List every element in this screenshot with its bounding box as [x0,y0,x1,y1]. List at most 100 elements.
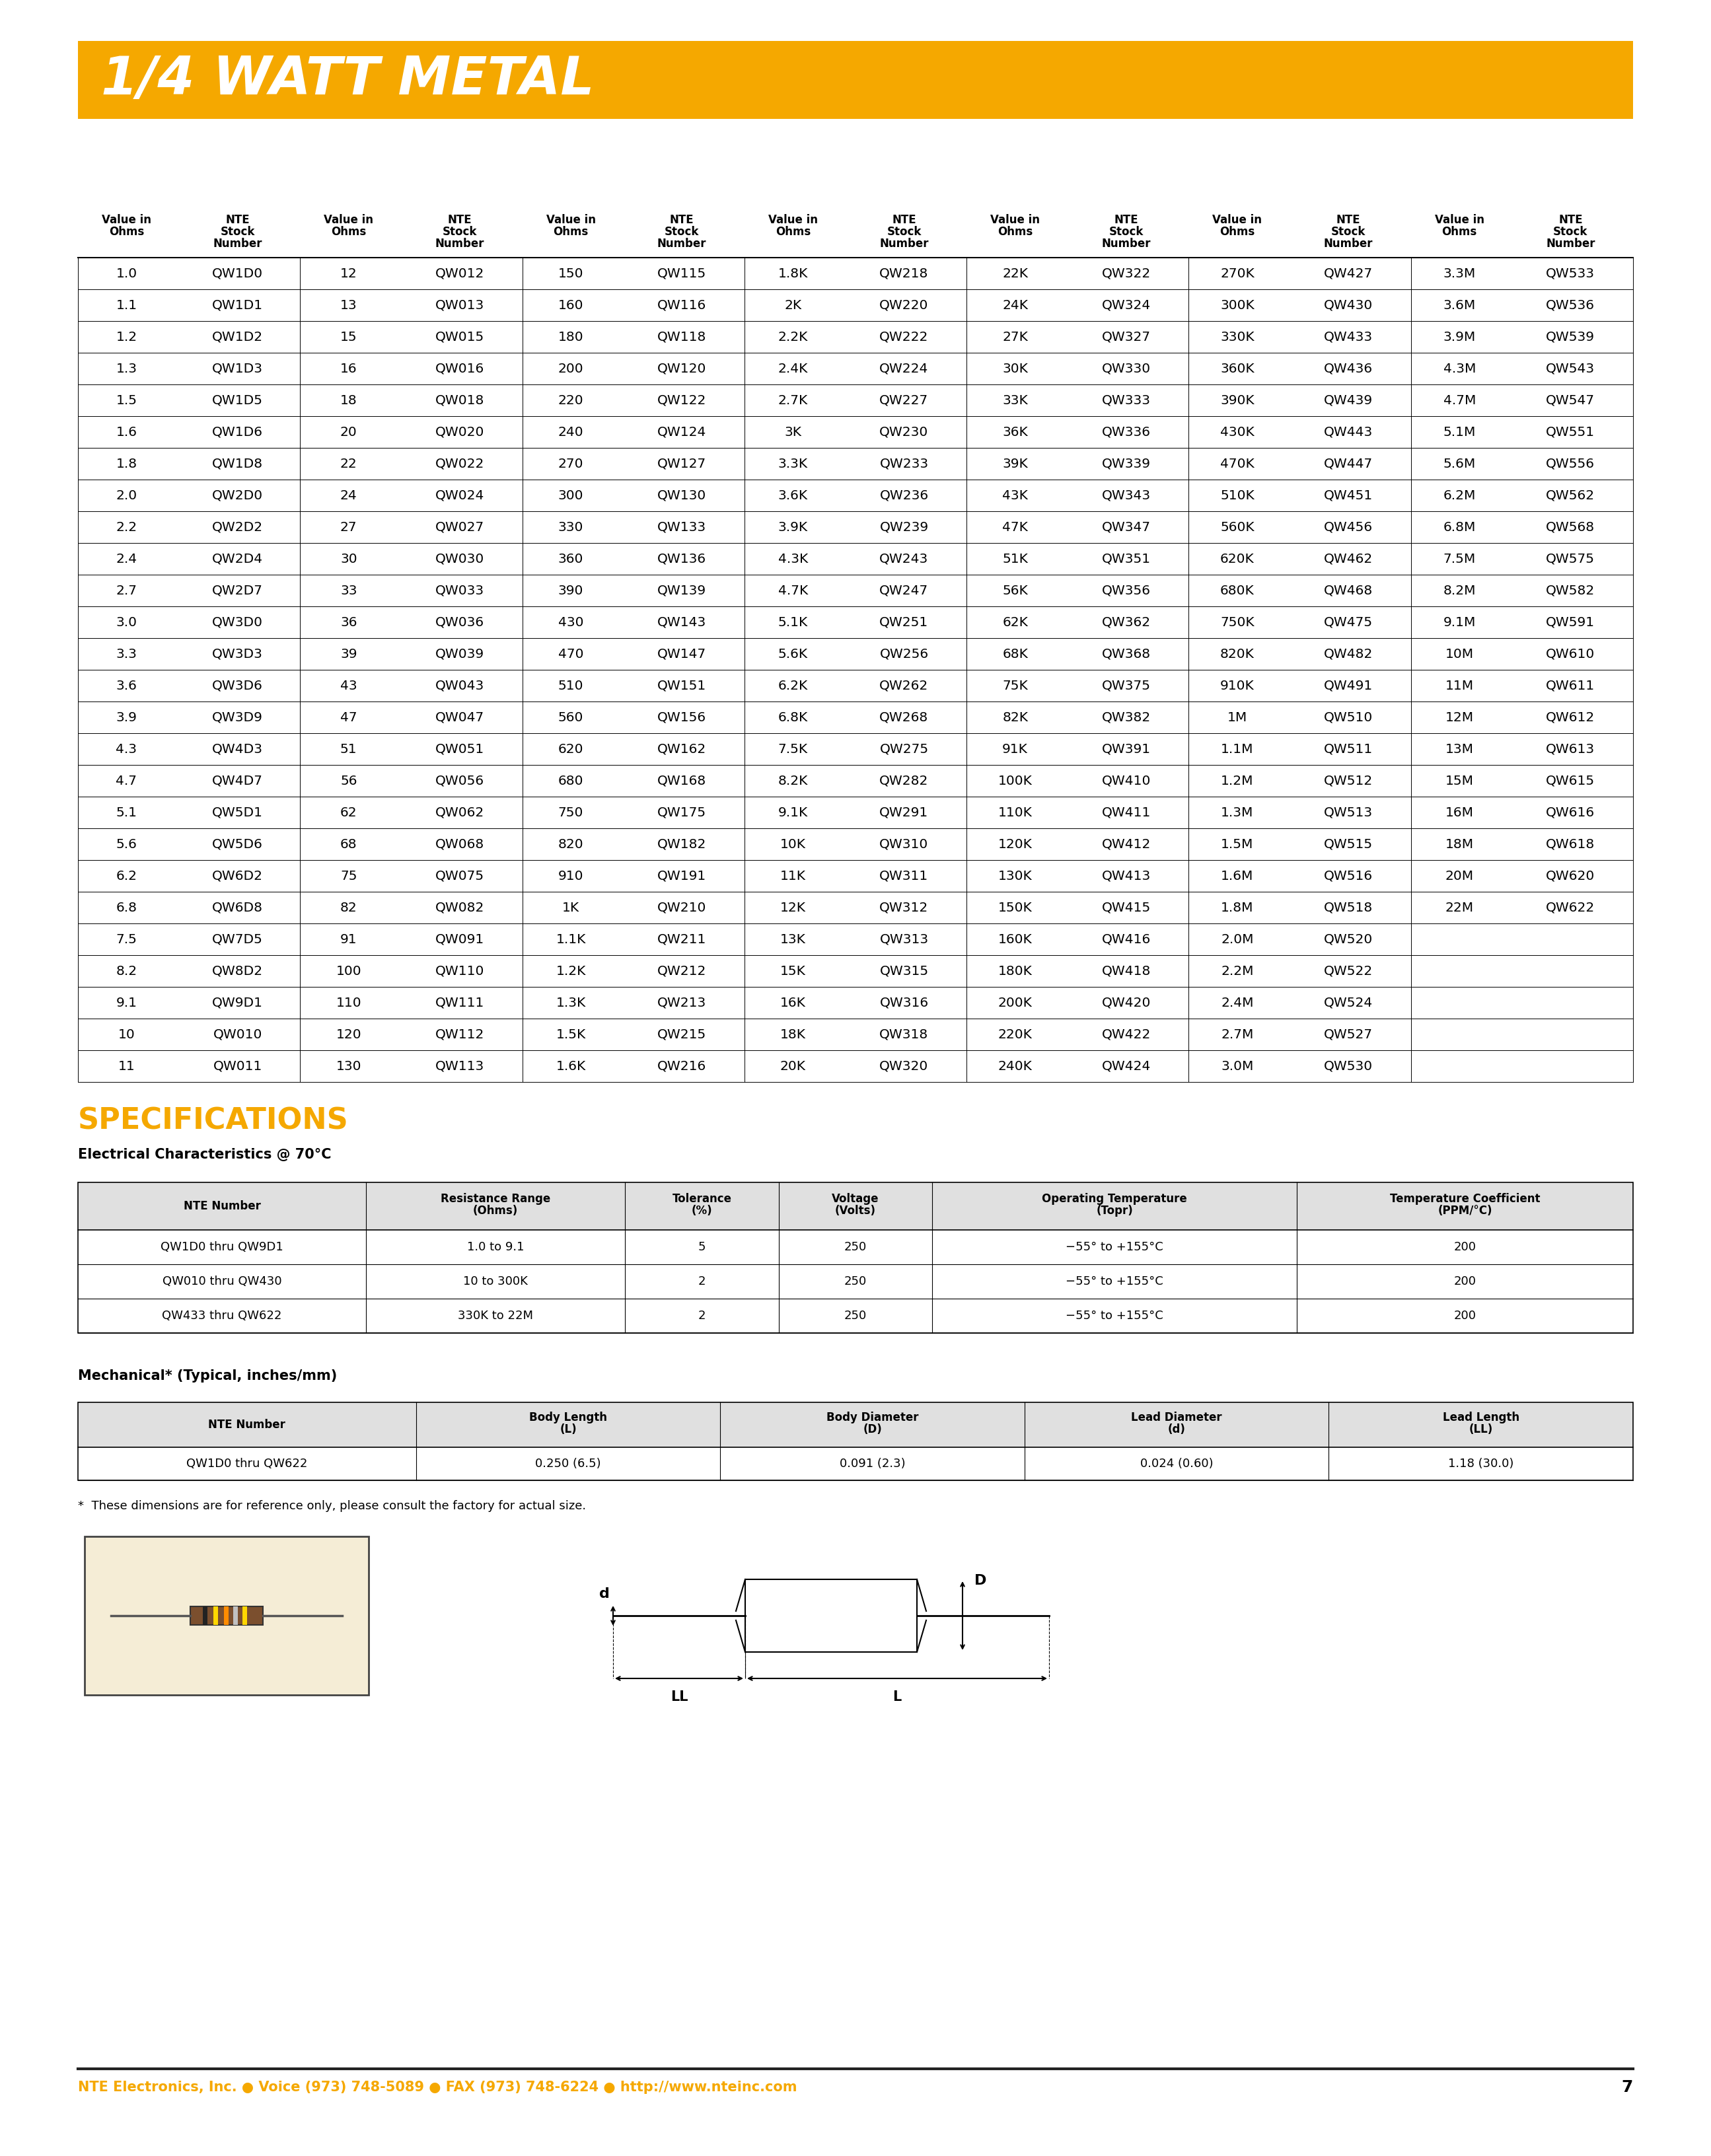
Text: QW475: QW475 [1324,617,1372,630]
Text: QW422: QW422 [1102,1028,1152,1041]
Text: 5.6: 5.6 [116,839,137,849]
Text: Stock: Stock [221,226,255,237]
Text: Number: Number [1547,237,1595,250]
Text: QW1D0 thru QW9D1: QW1D0 thru QW9D1 [161,1242,284,1253]
Text: 24: 24 [340,489,358,502]
Text: 330: 330 [558,522,583,533]
Text: 1K: 1K [563,901,580,914]
Bar [84,1537,368,1695]
Text: QW122: QW122 [657,395,707,407]
Text: Number: Number [879,237,929,250]
Text: 82: 82 [340,901,358,914]
Text: 0.024 (0.60): 0.024 (0.60) [1140,1457,1213,1470]
Text: QW024: QW024 [435,489,484,502]
Text: 5.1K: 5.1K [779,617,808,630]
Text: QW136: QW136 [657,552,707,565]
Text: QW4D3: QW4D3 [212,744,263,755]
Text: 22K: 22K [1003,267,1028,280]
Bar [79,1401,1632,1481]
Text: 11: 11 [118,1061,135,1072]
Text: 7.5: 7.5 [116,934,137,946]
Text: QW436: QW436 [1324,362,1372,375]
Text: QW051: QW051 [435,744,484,755]
Text: QW520: QW520 [1324,934,1372,946]
Text: 100K: 100K [998,774,1032,787]
Text: 3K: 3K [784,425,801,438]
Text: 1.8: 1.8 [116,457,137,470]
Text: 360: 360 [558,552,583,565]
Text: QW127: QW127 [657,457,707,470]
Text: QW420: QW420 [1102,996,1152,1009]
Text: Resistance Range: Resistance Range [441,1192,551,1205]
Text: QW156: QW156 [657,711,707,724]
Text: QW311: QW311 [879,869,929,882]
Text: 1.2: 1.2 [116,330,137,343]
Text: QW610: QW610 [1547,647,1595,660]
Text: QW033: QW033 [435,584,484,597]
Text: 240K: 240K [998,1061,1032,1072]
Text: QW456: QW456 [1324,522,1372,533]
Text: QW347: QW347 [1102,522,1152,533]
Text: QW322: QW322 [1102,267,1152,280]
Text: 82K: 82K [1003,711,1028,724]
Text: QW313: QW313 [879,934,929,946]
Text: QW411: QW411 [1102,806,1152,819]
Text: 200: 200 [1454,1276,1477,1287]
Text: QW262: QW262 [879,679,929,692]
Text: QW382: QW382 [1102,711,1152,724]
Text: 33K: 33K [1003,395,1028,407]
Text: 5.1: 5.1 [116,806,137,819]
Text: 20K: 20K [780,1061,806,1072]
Text: Stock: Stock [1331,226,1365,237]
Text: 68K: 68K [1003,647,1028,660]
Bar [79,1181,1632,1229]
Text: QW027: QW027 [435,522,484,533]
Text: 6.2M: 6.2M [1442,489,1477,502]
Text: QW562: QW562 [1547,489,1595,502]
Text: QW9D1: QW9D1 [212,996,263,1009]
Text: QW430: QW430 [1324,300,1372,310]
Text: 4.7M: 4.7M [1442,395,1477,407]
Text: QW415: QW415 [1102,901,1152,914]
Text: QW215: QW215 [657,1028,707,1041]
Text: QW433: QW433 [1324,330,1372,343]
Text: 3.6K: 3.6K [779,489,808,502]
Text: 0.250 (6.5): 0.250 (6.5) [536,1457,601,1470]
Text: 3.9: 3.9 [116,711,137,724]
Text: Value in: Value in [768,213,818,226]
Text: (%): (%) [691,1205,712,1216]
Text: QW022: QW022 [435,457,484,470]
Text: 47: 47 [340,711,358,724]
Text: QW416: QW416 [1102,934,1152,946]
Text: QW218: QW218 [879,267,929,280]
Text: Body Diameter: Body Diameter [826,1412,919,1423]
Text: QW433 thru QW622: QW433 thru QW622 [163,1311,282,1322]
Text: QW227: QW227 [879,395,929,407]
Text: 1.0: 1.0 [116,267,137,280]
Text: (LL): (LL) [1470,1423,1494,1436]
Text: QW011: QW011 [212,1061,262,1072]
Text: 10 to 300K: 10 to 300K [464,1276,529,1287]
Text: 680K: 680K [1220,584,1254,597]
Text: QW124: QW124 [657,425,707,438]
Text: 30K: 30K [1003,362,1028,375]
Text: Mechanical* (Typical, inches/mm): Mechanical* (Typical, inches/mm) [79,1369,337,1382]
Text: 16M: 16M [1446,806,1473,819]
Text: 1.1K: 1.1K [556,934,585,946]
Text: 750K: 750K [1220,617,1254,630]
Text: QW516: QW516 [1324,869,1372,882]
Text: 300K: 300K [1220,300,1254,310]
Text: 16K: 16K [780,996,806,1009]
Text: 360K: 360K [1220,362,1254,375]
Text: *  These dimensions are for reference only, please consult the factory for actua: * These dimensions are for reference onl… [79,1501,587,1511]
Text: QW491: QW491 [1324,679,1372,692]
Text: 9.1M: 9.1M [1442,617,1477,630]
Text: QW356: QW356 [1102,584,1150,597]
Text: QW5D1: QW5D1 [212,806,263,819]
Text: 510K: 510K [1220,489,1254,502]
Text: Value in: Value in [101,213,151,226]
Text: Value in: Value in [323,213,373,226]
Text: 3.9M: 3.9M [1442,330,1475,343]
Text: QW015: QW015 [435,330,484,343]
Text: Ohms: Ohms [330,226,366,237]
